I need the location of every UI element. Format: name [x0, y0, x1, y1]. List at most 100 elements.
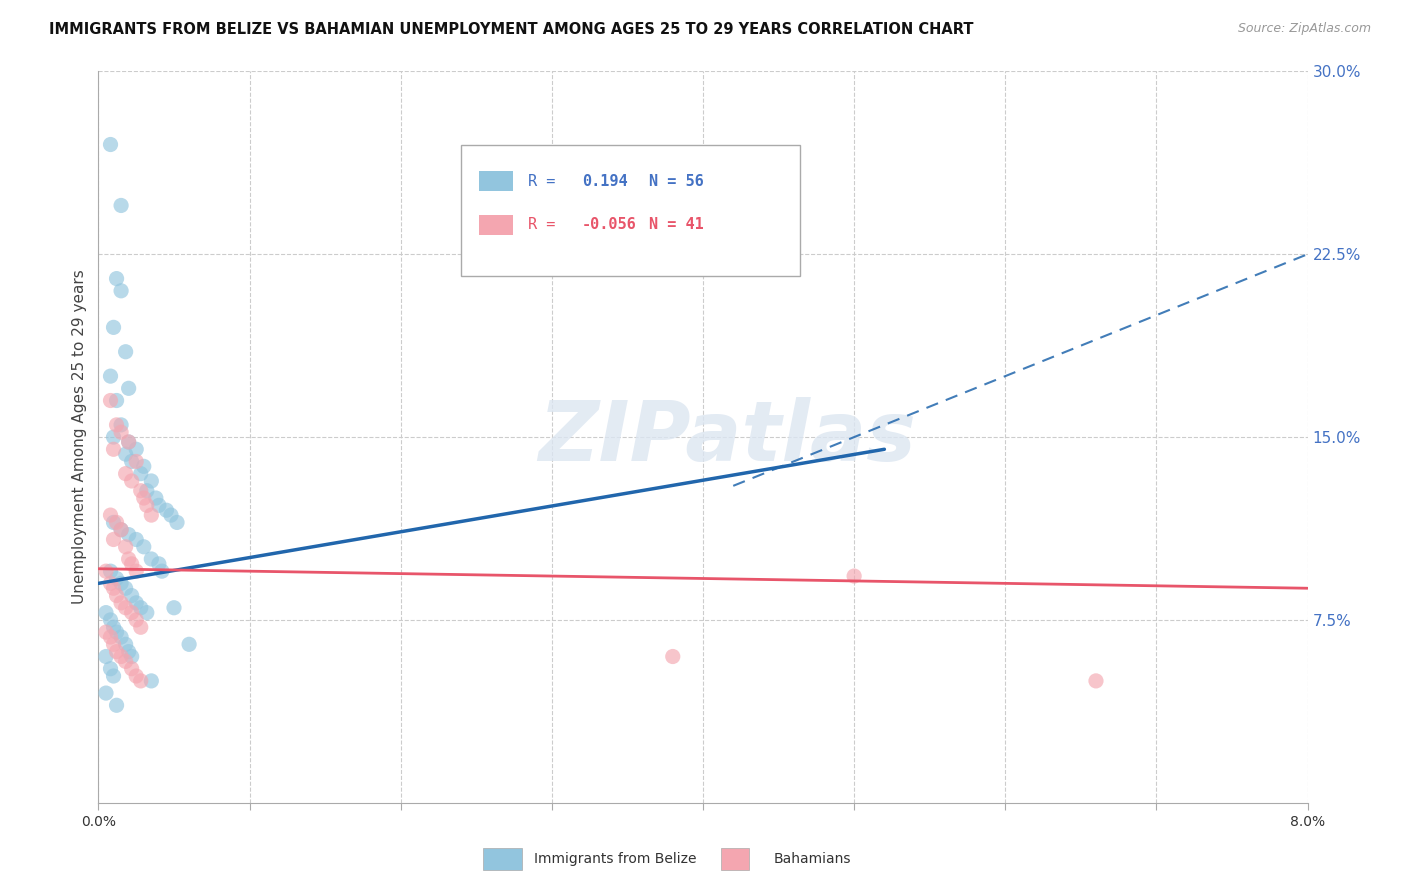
Point — [114, 447, 136, 461]
Text: N = 56: N = 56 — [648, 174, 703, 188]
Point — [125, 564, 148, 578]
Point — [114, 467, 136, 481]
Point — [103, 669, 125, 683]
Point — [125, 613, 148, 627]
Point — [118, 552, 141, 566]
Text: Immigrants from Belize: Immigrants from Belize — [534, 852, 697, 866]
Bar — [721, 848, 749, 870]
Point — [105, 572, 128, 586]
FancyBboxPatch shape — [479, 215, 513, 235]
Text: 0.194: 0.194 — [582, 174, 627, 188]
Point — [110, 198, 132, 212]
Point — [118, 381, 141, 395]
Point — [110, 523, 132, 537]
Point — [114, 581, 136, 595]
Point — [1085, 673, 1108, 688]
Point — [135, 499, 157, 513]
Point — [118, 645, 141, 659]
Point — [100, 564, 122, 578]
Point — [844, 569, 866, 583]
Point — [141, 552, 163, 566]
Point — [103, 620, 125, 634]
Point — [125, 533, 148, 547]
Point — [105, 625, 128, 640]
Point — [150, 564, 173, 578]
Point — [100, 630, 122, 644]
Point — [100, 369, 122, 384]
Point — [121, 474, 143, 488]
Point — [121, 606, 143, 620]
Point — [110, 649, 132, 664]
Point — [179, 637, 201, 651]
Bar — [484, 848, 523, 870]
Point — [94, 625, 117, 640]
Point — [105, 271, 128, 285]
Point — [141, 508, 163, 522]
Point — [118, 527, 141, 541]
Point — [94, 649, 117, 664]
Point — [100, 613, 122, 627]
Text: IMMIGRANTS FROM BELIZE VS BAHAMIAN UNEMPLOYMENT AMONG AGES 25 TO 29 YEARS CORREL: IMMIGRANTS FROM BELIZE VS BAHAMIAN UNEMP… — [49, 22, 974, 37]
Point — [125, 442, 148, 457]
Point — [135, 483, 157, 498]
Point — [114, 637, 136, 651]
Point — [141, 673, 163, 688]
Point — [661, 649, 683, 664]
Point — [105, 698, 128, 713]
Point — [105, 645, 128, 659]
Point — [105, 393, 128, 408]
Point — [103, 442, 125, 457]
Text: R =: R = — [527, 174, 564, 188]
Point — [110, 596, 132, 610]
FancyBboxPatch shape — [479, 171, 513, 191]
Point — [100, 137, 122, 152]
Point — [110, 576, 132, 591]
Point — [105, 516, 128, 530]
Point — [103, 581, 125, 595]
Point — [148, 499, 170, 513]
Text: N = 41: N = 41 — [648, 218, 703, 233]
Point — [129, 467, 152, 481]
Point — [125, 454, 148, 468]
Y-axis label: Unemployment Among Ages 25 to 29 years: Unemployment Among Ages 25 to 29 years — [72, 269, 87, 605]
Point — [100, 393, 122, 408]
Point — [129, 600, 152, 615]
Point — [94, 606, 117, 620]
Point — [103, 533, 125, 547]
Point — [105, 589, 128, 603]
Point — [114, 600, 136, 615]
Point — [135, 606, 157, 620]
Text: R =: R = — [527, 218, 564, 233]
Point — [163, 600, 186, 615]
Point — [121, 557, 143, 571]
Point — [155, 503, 177, 517]
Point — [125, 669, 148, 683]
Point — [125, 596, 148, 610]
Point — [105, 417, 128, 432]
Point — [118, 434, 141, 449]
Point — [148, 557, 170, 571]
Point — [110, 630, 132, 644]
Text: ZIPatlas: ZIPatlas — [538, 397, 917, 477]
Point — [103, 516, 125, 530]
Point — [129, 620, 152, 634]
Point — [160, 508, 183, 522]
Point — [103, 320, 125, 334]
Point — [103, 637, 125, 651]
Point — [118, 434, 141, 449]
Point — [166, 516, 188, 530]
Text: Bahamians: Bahamians — [773, 852, 851, 866]
Point — [145, 491, 167, 505]
Point — [100, 508, 122, 522]
Point — [121, 649, 143, 664]
Point — [129, 483, 152, 498]
Point — [110, 523, 132, 537]
Point — [121, 589, 143, 603]
Point — [121, 454, 143, 468]
Text: Source: ZipAtlas.com: Source: ZipAtlas.com — [1237, 22, 1371, 36]
Point — [129, 673, 152, 688]
Point — [114, 654, 136, 668]
Point — [103, 430, 125, 444]
Point — [114, 344, 136, 359]
Point — [132, 540, 155, 554]
